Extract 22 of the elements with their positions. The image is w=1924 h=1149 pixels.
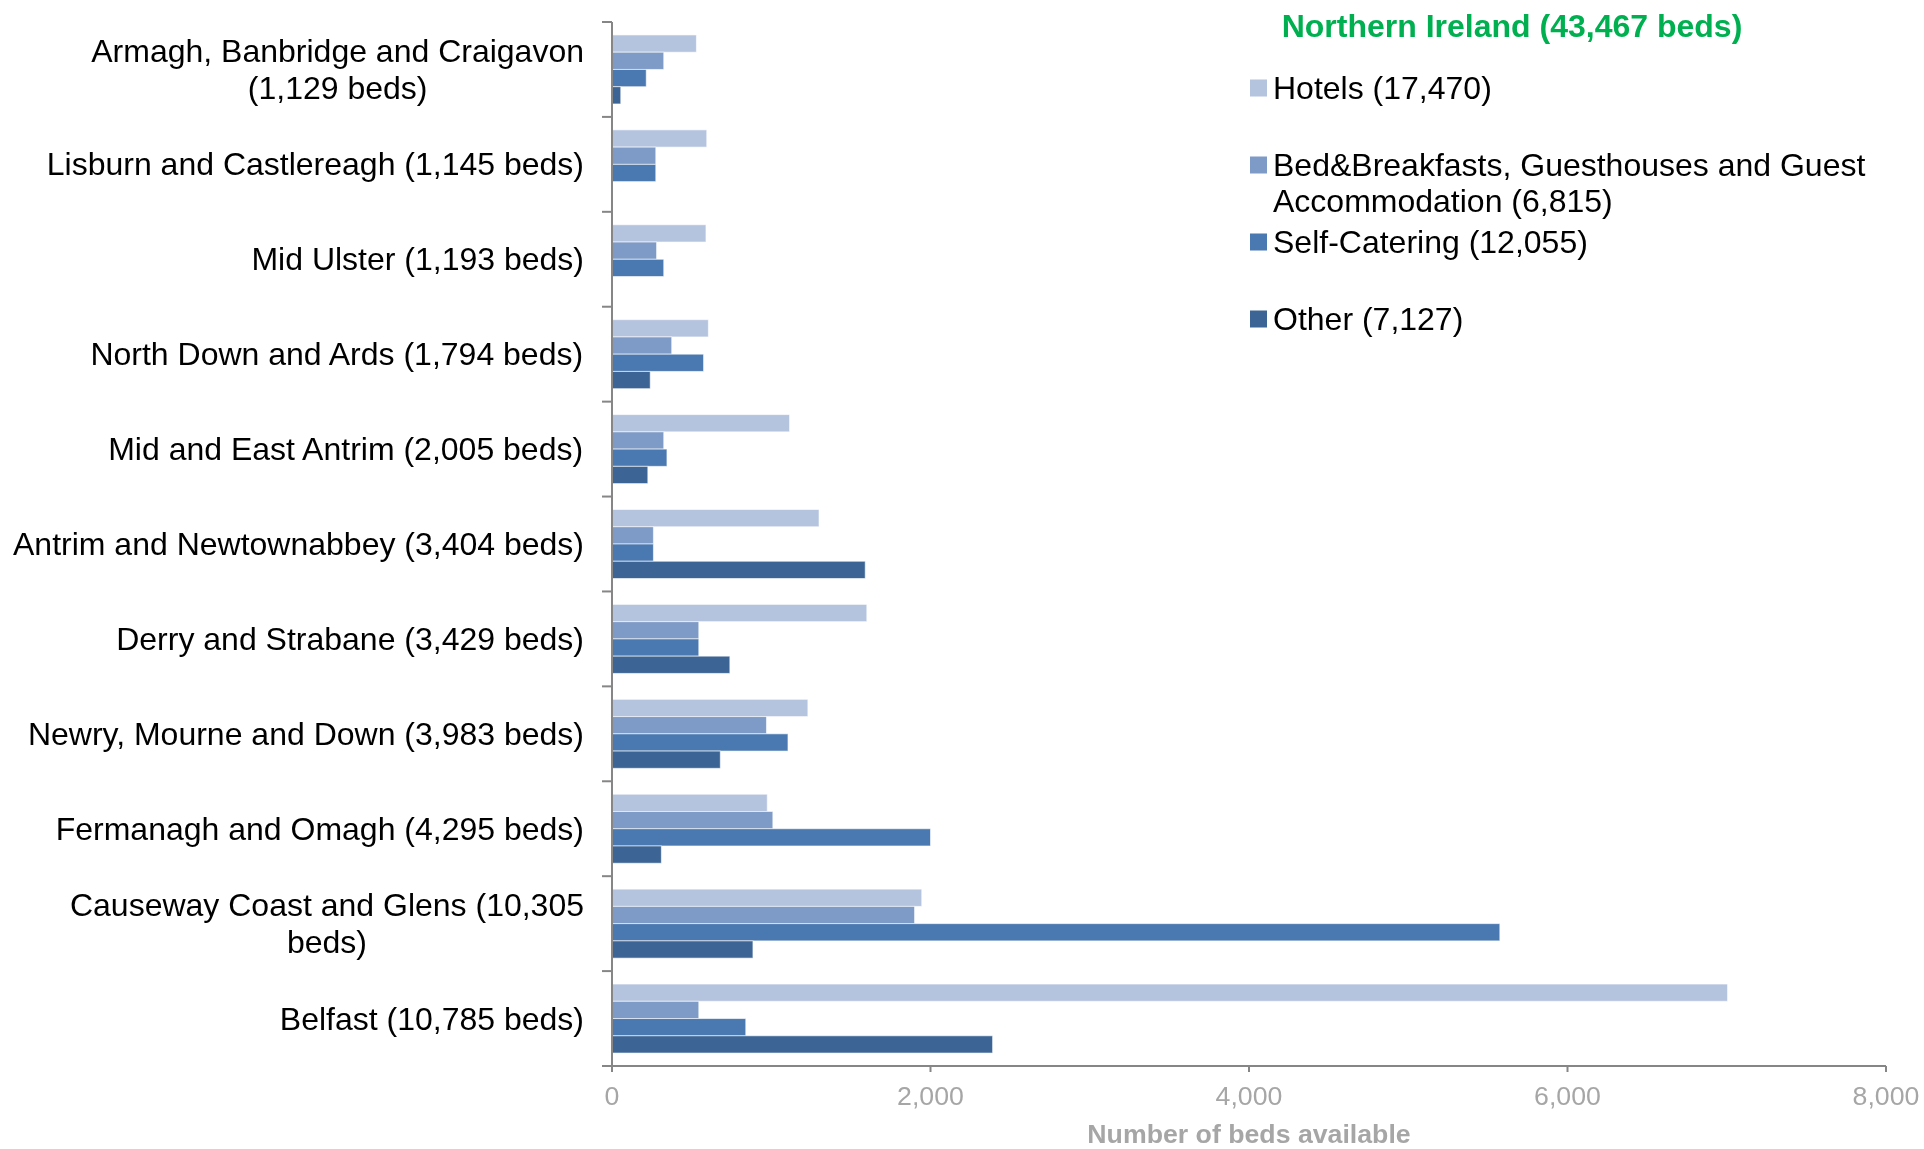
y-tick-label: North Down and Ards (1,794 beds) [90,336,584,373]
x-tick-label: 0 [604,1081,620,1111]
y-tick-label: Mid Ulster (1,193 beds) [251,241,584,278]
x-tick-label: 2,000 [897,1081,964,1111]
legend-label: Hotels (17,470) [1273,70,1492,106]
chart-title: Northern Ireland (43,467 beds) [1281,8,1743,44]
y-tick-label: Armagh, Banbridge and Craigavon (1,129 beds) [91,32,584,106]
y-tick-label: Lisburn and Castlereagh (1,145 beds) [46,146,584,183]
x-tick-label: 4,000 [1215,1081,1283,1111]
y-tick-label: Derry and Strabane (3,429 beds) [116,620,584,657]
y-tick-label: Mid and East Antrim (2,005 beds) [108,431,584,468]
y-tick-label: Belfast (10,785 beds) [279,1000,584,1037]
y-tick-label: Antrim and Newtownabbey (3,404 beds) [13,526,584,562]
x-axis-title: Number of beds available [1087,1119,1411,1149]
x-tick-label: 8,000 [1852,1081,1920,1111]
legend-label: Self-Catering (12,055) [1273,224,1588,260]
legend-label: Other (7,127) [1273,301,1464,337]
y-tick-label: Causeway Coast and Glens (10,305 beds) [69,887,584,961]
y-tick-label: Fermanagh and Omagh (4,295 beds) [55,810,584,847]
legend-label: Bed&Breakfasts, Guesthouses and Guest Accommodation (6,815) [1273,147,1866,219]
x-tick-label: 6,000 [1534,1081,1601,1111]
y-tick-label: Newry, Mourne and Down (3,983 beds) [27,715,584,752]
